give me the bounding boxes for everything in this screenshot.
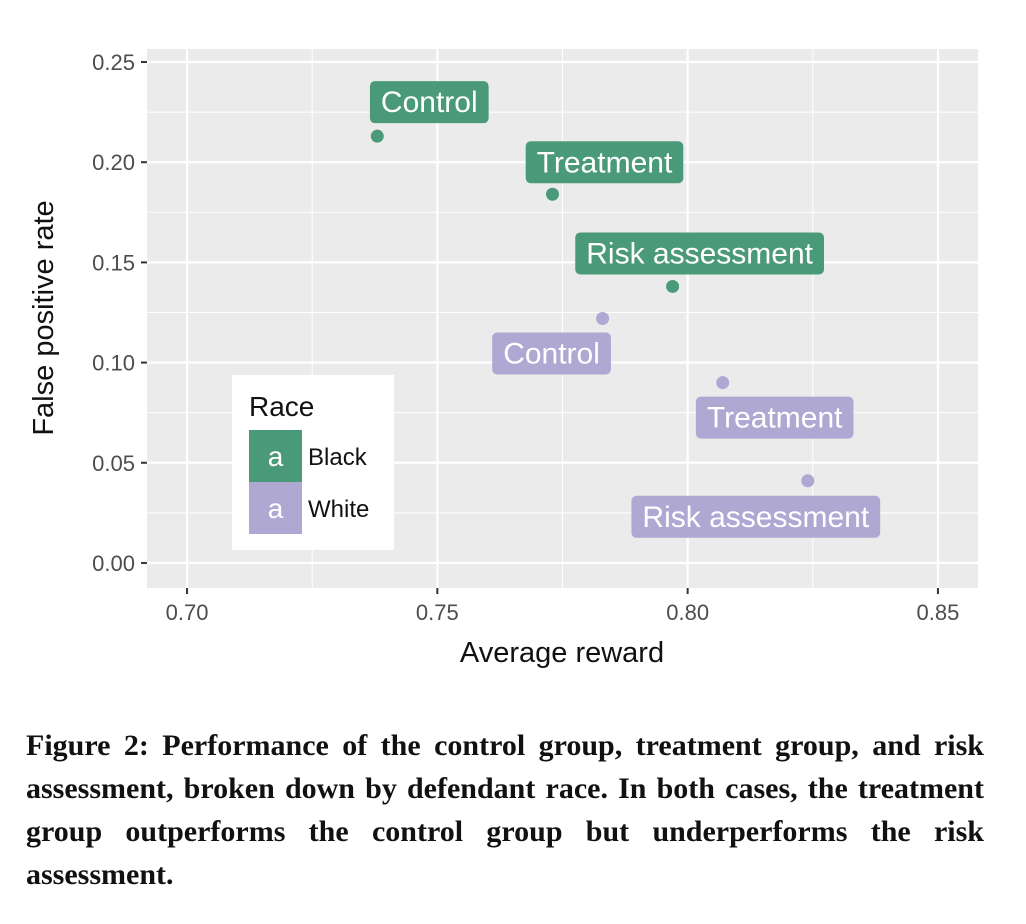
point-label-text: Risk assessment — [586, 237, 813, 270]
point-label: Control — [369, 81, 489, 124]
point-label-box — [492, 332, 611, 375]
figure-caption: Figure 2: Performance of the control gro… — [26, 729, 984, 891]
y-tick-label: 0.00 — [92, 551, 135, 576]
data-points — [370, 129, 815, 488]
x-axis-ticks: 0.70 0.75 0.80 0.85 — [166, 588, 960, 625]
point-label-box — [369, 81, 489, 124]
legend-key-black — [249, 430, 302, 482]
point-label: Risk assessment — [631, 495, 881, 538]
y-axis-title: False positive rate — [28, 200, 60, 435]
y-tick-label: 0.15 — [92, 250, 135, 275]
data-point — [716, 376, 730, 390]
data-point — [666, 279, 680, 293]
point-label: Risk assessment — [575, 232, 824, 275]
point-label-box — [695, 396, 854, 439]
y-tick-label: 0.10 — [92, 351, 135, 376]
data-point — [545, 187, 559, 201]
legend-title: Race — [249, 391, 314, 422]
scatter-chart: 0.70 0.75 0.80 0.85 0.00 0.05 0.10 0.15 0.20 0.2… — [28, 49, 978, 669]
y-tick-label: 0.20 — [92, 150, 135, 175]
data-point — [370, 129, 384, 143]
data-point — [801, 474, 815, 488]
legend-key-white — [249, 482, 302, 534]
point-label-text: Treatment — [537, 146, 673, 179]
point-label: Control — [492, 332, 611, 375]
point-label-text: Control — [381, 86, 478, 119]
y-tick-label: 0.05 — [92, 451, 135, 476]
legend-key-glyph-black: a — [268, 441, 284, 472]
y-axis-ticks: 0.00 0.05 0.10 0.15 0.20 0.25 — [92, 50, 147, 576]
point-label-text: Risk assessment — [642, 501, 869, 534]
x-axis-title: Average reward — [460, 637, 664, 669]
point-label: Treatment — [695, 396, 854, 439]
legend-label-black: Black — [308, 444, 368, 471]
x-tick-label: 0.80 — [666, 600, 709, 625]
point-label: Treatment — [525, 141, 684, 184]
point-label-box — [575, 232, 824, 275]
point-label-text: Treatment — [707, 402, 843, 435]
legend: Race a Black a White — [232, 375, 394, 550]
point-labels: Control Treatment Risk assessment Control Tr… — [369, 81, 881, 538]
legend-key-glyph-white: a — [268, 493, 284, 524]
x-tick-label: 0.70 — [166, 600, 209, 625]
point-label-box — [525, 141, 684, 184]
point-label-text: Control — [503, 338, 600, 371]
x-tick-label: 0.75 — [416, 600, 459, 625]
legend-label-white: White — [308, 496, 369, 523]
y-tick-label: 0.25 — [92, 50, 135, 75]
data-point — [596, 312, 610, 325]
x-tick-label: 0.85 — [917, 600, 960, 625]
point-label-box — [631, 495, 881, 538]
